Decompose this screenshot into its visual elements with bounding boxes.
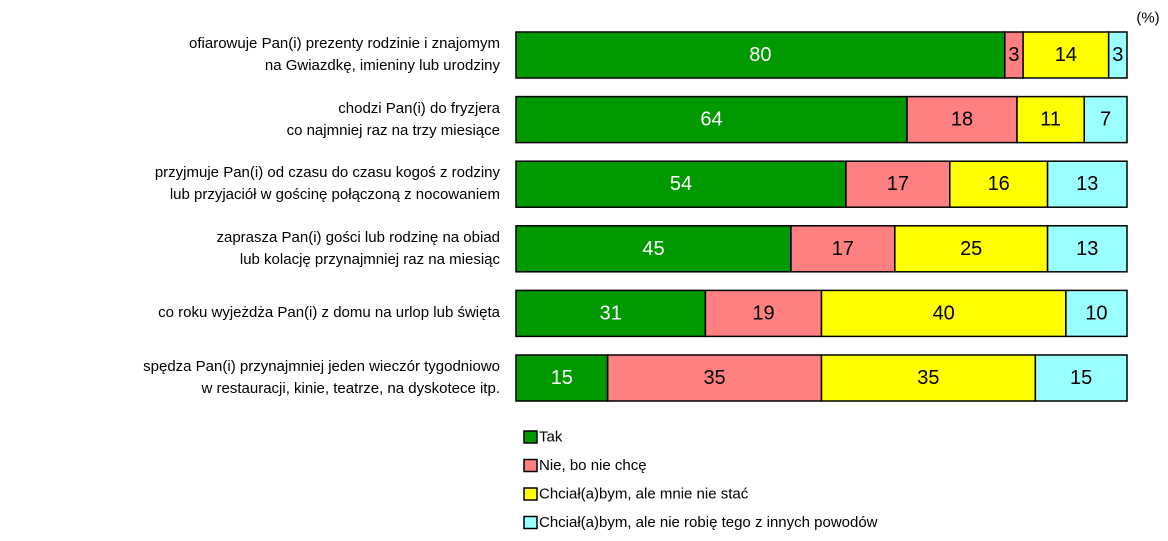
- bar-segment: [1083, 95, 1128, 144]
- data-label: 80: [749, 44, 771, 66]
- bar-segment: [515, 225, 792, 273]
- bar-segment: [820, 354, 1037, 402]
- data-label: 40: [933, 302, 955, 324]
- legend-label: Tak: [539, 429, 563, 446]
- data-label: 19: [752, 302, 774, 324]
- bar-segment: [894, 225, 1049, 273]
- legend-swatch: [523, 458, 538, 473]
- category-label: ofiarowuje Pan(i) prezenty rodzinie i zn…: [189, 35, 500, 74]
- bar-segment: [515, 95, 908, 144]
- data-label: 13: [1076, 238, 1098, 260]
- bar-segment: [1016, 95, 1085, 144]
- category-label: chodzi Pan(i) do fryzjera co najmniej ra…: [286, 99, 500, 139]
- bar-segment: [790, 225, 896, 273]
- bar-segment: [1022, 31, 1110, 79]
- bar-segment: [606, 354, 823, 402]
- data-label: 15: [551, 367, 573, 389]
- category-label: spędza Pan(i) przynajmniej jeden wieczór…: [143, 358, 500, 397]
- unit-label: (%): [1136, 10, 1159, 27]
- data-label: 14: [1055, 44, 1077, 66]
- data-label: 35: [917, 367, 939, 389]
- data-label: 54: [670, 173, 692, 195]
- bar-segment: [515, 289, 707, 338]
- category-label: zaprasza Pan(i) gości lub rodzinę na obi…: [216, 228, 501, 268]
- legend-label: Nie, bo nie chcę: [539, 457, 647, 474]
- bar-segment: [1065, 289, 1128, 338]
- legend-swatch: [523, 430, 538, 444]
- data-label: 3: [1112, 44, 1123, 66]
- data-label: 16: [988, 173, 1010, 195]
- category-label: przyjmuje Pan(i) od czasu do czasu kogoś…: [154, 164, 500, 204]
- data-label: 13: [1076, 173, 1098, 195]
- data-label: 10: [1085, 302, 1107, 324]
- data-label: 45: [642, 238, 664, 260]
- bar-segment: [515, 160, 847, 208]
- bar-segment: [515, 354, 609, 402]
- data-label: 31: [600, 302, 622, 324]
- data-label: 17: [887, 173, 909, 195]
- data-label: 35: [703, 367, 725, 389]
- data-label: 17: [832, 238, 854, 260]
- bar-segment: [845, 160, 951, 208]
- legend-swatch: [523, 515, 538, 530]
- bar-segment: [906, 95, 1018, 144]
- data-label: 64: [700, 109, 722, 131]
- bar-segment: [949, 160, 1049, 208]
- legend-label: Chciał(a)bym, ale nie robię tego z innyc…: [539, 514, 878, 531]
- bar-segment: [1107, 31, 1128, 79]
- legend-swatch: [523, 487, 538, 501]
- data-label: 11: [1040, 109, 1061, 131]
- data-label: 15: [1070, 367, 1092, 389]
- bar-segment: [1034, 354, 1128, 402]
- data-label: 25: [960, 238, 982, 260]
- bar-segment: [820, 289, 1067, 338]
- data-label: 18: [951, 109, 973, 131]
- bar-segment: [1046, 225, 1128, 273]
- data-label: 3: [1008, 44, 1019, 66]
- bar-segment: [1046, 160, 1128, 208]
- legend-label: Chciał(a)bym, ale mnie nie stać: [539, 486, 749, 503]
- category-label: co roku wyjeżdża Pan(i) z domu na urlop …: [158, 304, 500, 322]
- data-label: 7: [1100, 109, 1111, 131]
